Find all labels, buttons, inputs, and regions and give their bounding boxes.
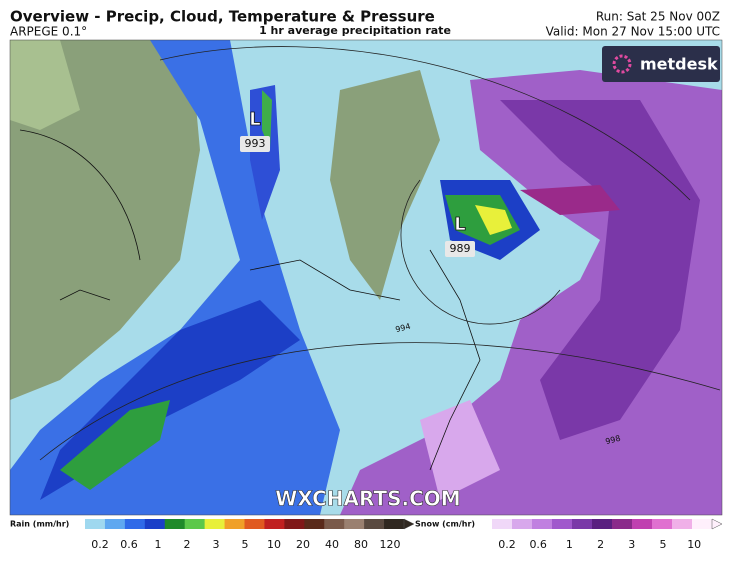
snow-swatch	[692, 519, 713, 529]
logo: metdesk	[602, 46, 720, 82]
snow-legend-label: Snow (cm/hr)	[415, 520, 475, 529]
rain-swatch	[324, 519, 345, 529]
rain-tick-label: 0.6	[120, 538, 138, 551]
rain-legend-label: Rain (mm/hr)	[10, 520, 69, 529]
rain-swatch	[264, 519, 285, 529]
rain-tick-label: 80	[354, 538, 368, 551]
snow-swatch	[652, 519, 673, 529]
snow-tick-label: 2	[597, 538, 604, 551]
rain-swatch	[104, 519, 126, 529]
rain-swatch	[244, 519, 265, 529]
snow-swatch	[492, 519, 513, 529]
rain-swatch	[364, 519, 385, 529]
rain-swatch	[204, 519, 226, 529]
snow-arrow	[711, 518, 723, 530]
rain-tick-label: 5	[242, 538, 249, 551]
rain-tick-label: 120	[380, 538, 401, 551]
snow-swatch	[592, 519, 613, 529]
map	[9, 39, 723, 516]
pressure-box	[445, 241, 475, 257]
rain-swatch	[224, 519, 245, 529]
snow-tick-label: 0.6	[529, 538, 547, 551]
rain-swatch	[144, 519, 166, 529]
snow-swatch	[672, 519, 693, 529]
snow-tick-label: 10	[687, 538, 701, 551]
snow-tick-label: 3	[628, 538, 635, 551]
snow-tick-label: 5	[660, 538, 667, 551]
snow-swatch	[612, 519, 633, 529]
snow-swatch	[632, 519, 653, 529]
pressure-value: 989	[450, 242, 471, 255]
rain-tick-label: 40	[325, 538, 339, 551]
low-symbol: L	[454, 214, 465, 235]
pressure-value: 993	[245, 137, 266, 150]
subtitle: 1 hr average precipitation rate	[259, 24, 451, 37]
rain-swatch	[304, 519, 325, 529]
snow-swatch	[532, 519, 553, 529]
snow-swatch	[552, 519, 573, 529]
model: ARPEGE 0.1°	[10, 25, 87, 39]
rain-swatch	[384, 519, 405, 529]
valid-time: Valid: Mon 27 Nov 15:00 UTC	[546, 25, 720, 39]
rain-tick-label: 20	[296, 538, 310, 551]
low-symbol: L	[249, 109, 260, 130]
run-time: Run: Sat 25 Nov 00Z	[596, 10, 720, 24]
isobar-label: 998	[604, 434, 621, 447]
rain-swatch	[124, 519, 146, 529]
snow-swatch	[512, 519, 533, 529]
pressure-box	[240, 136, 270, 152]
rain-arrow	[403, 518, 415, 530]
isobar-label: 994	[394, 322, 411, 335]
snow-tick-label: 0.2	[498, 538, 516, 551]
rain-tick-label: 3	[213, 538, 220, 551]
title: Overview - Precip, Cloud, Temperature & …	[10, 8, 435, 26]
rain-swatch	[284, 519, 305, 529]
rain-swatch	[85, 519, 106, 529]
rain-swatch	[344, 519, 365, 529]
rain-tick-label: 1	[155, 538, 162, 551]
rain-tick-label: 10	[267, 538, 281, 551]
logo-text: metdesk	[640, 55, 718, 74]
rain-swatch	[184, 519, 206, 529]
watermark: WXCHARTS.COM	[275, 487, 460, 511]
snow-tick-label: 1	[566, 538, 573, 551]
rain-tick-label: 2	[184, 538, 191, 551]
rain-tick-label: 0.2	[91, 538, 109, 551]
snow-swatch	[572, 519, 593, 529]
rain-swatch	[164, 519, 186, 529]
